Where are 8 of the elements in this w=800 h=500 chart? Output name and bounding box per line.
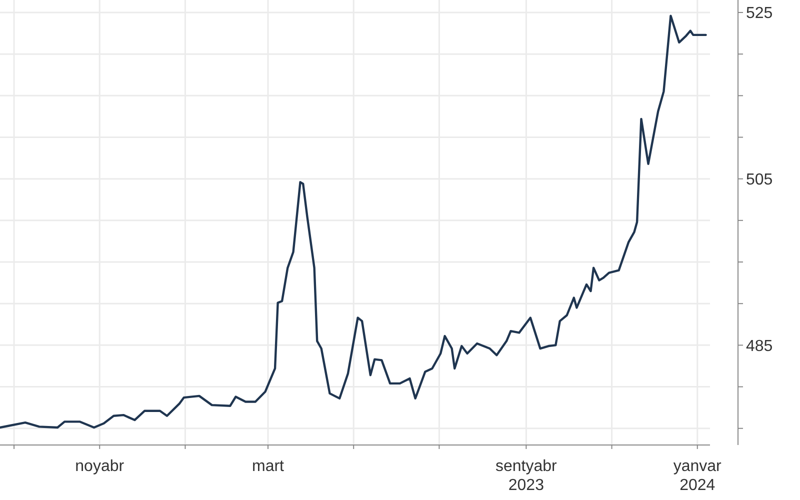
y-tick-label: 505	[746, 171, 773, 188]
x-tick-label: yanvar 2024	[673, 458, 722, 494]
y-tick-label: 525	[746, 5, 773, 22]
x-tick-label: sentyabr 2023	[496, 458, 558, 494]
y-tick-label: 485	[746, 338, 773, 355]
line-series	[0, 14, 707, 429]
x-tick-label: mart	[252, 458, 285, 475]
x-tick-label: noyabr	[75, 458, 125, 475]
